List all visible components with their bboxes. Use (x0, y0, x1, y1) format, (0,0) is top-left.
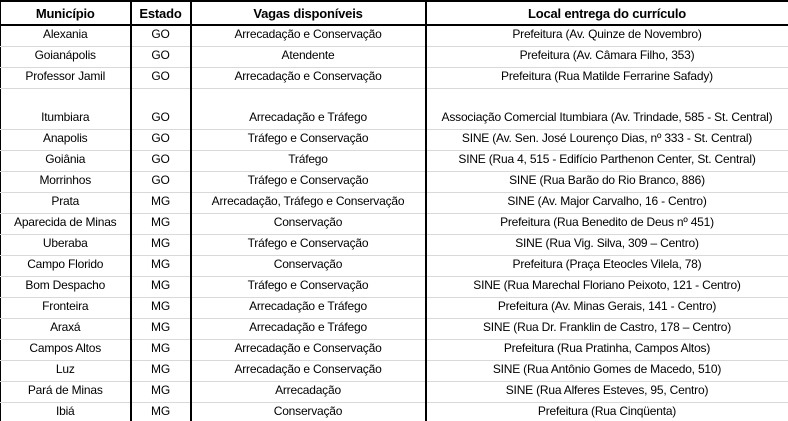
local-cell: Prefeitura (Av. Quinze de Novembro) (424, 25, 788, 47)
table-row: Goianápolis GO Atendente Prefeitura (Av. Câ… (0, 46, 788, 68)
local-cell: SINE (Rua Marechal Floriano Peixoto, 121… (424, 276, 788, 298)
local-cell: Prefeitura (Rua Cinqüenta) (424, 402, 788, 421)
table-row: Fronteira MG Arrecadação e Tráfego Prefeitu… (0, 297, 788, 319)
table-row: Anapolis GO Tráfego e Conservação SINE (Av.… (0, 129, 788, 151)
table-row: Morrinhos GO Tráfego e Conservação SINE (Ru… (0, 171, 788, 193)
estado-cell: GO (129, 171, 191, 193)
estado-cell: MG (129, 339, 191, 361)
estado-cell: MG (129, 402, 191, 421)
vagas-cell: Arrecadação e Conservação (189, 360, 426, 382)
column-header-municipio: Município (0, 0, 131, 26)
estado-cell: MG (129, 381, 191, 403)
table-row: Professor Jamil GO Arrecadação e Conservaç… (0, 67, 788, 89)
local-cell: SINE (Rua Barão do Rio Branco, 886) (424, 171, 788, 193)
table-row: Uberaba MG Tráfego e Conservação SINE (Rua … (0, 234, 788, 256)
estado-cell: MG (129, 234, 191, 256)
municipio-cell: Goiânia (0, 150, 131, 172)
vagas-cell: Conservação (189, 402, 426, 421)
municipio-cell: Alexania (0, 25, 131, 47)
vagas-cell: Tráfego e Conservação (189, 129, 426, 151)
vagas-cell: Tráfego e Conservação (189, 171, 426, 193)
vagas-cell: Arrecadação e Conservação (189, 25, 426, 47)
municipio-cell: Itumbiara (0, 88, 131, 130)
municipio-cell: Goianápolis (0, 46, 131, 68)
vagas-cell: Arrecadação e Tráfego (189, 318, 426, 340)
column-header-local: Local entrega do currículo (424, 0, 788, 26)
table-row: Campos Altos MG Arrecadação e Conservação P… (0, 339, 788, 361)
vagas-cell: Conservação (189, 255, 426, 277)
municipio-cell: Prata (0, 192, 131, 214)
local-cell: SINE (Av. Sen. José Lourenço Dias, nº 33… (424, 129, 788, 151)
header-row: Município Estado Vagas disponíveis Local… (0, 0, 788, 26)
municipio-cell: Aparecida de Minas (0, 213, 131, 235)
estado-cell: MG (129, 318, 191, 340)
vagas-cell: Arrecadação e Tráfego (189, 297, 426, 319)
local-cell: SINE (Rua Alferes Esteves, 95, Centro) (424, 381, 788, 403)
estado-cell: MG (129, 297, 191, 319)
estado-cell: GO (129, 150, 191, 172)
table-row: Itumbiara GO Arrecadação e Tráfego Associaç… (0, 88, 788, 130)
estado-cell: GO (129, 46, 191, 68)
municipio-cell: Bom Despacho (0, 276, 131, 298)
table-row: Prata MG Arrecadação, Tráfego e Conservaçã… (0, 192, 788, 214)
local-cell: Prefeitura (Rua Pratinha, Campos Altos) (424, 339, 788, 361)
estado-cell: MG (129, 192, 191, 214)
local-cell: SINE (Rua Vig. Silva, 309 – Centro) (424, 234, 788, 256)
table-row: Alexania GO Arrecadação e Conservação Prefe… (0, 25, 788, 47)
vagas-cell: Conservação (189, 213, 426, 235)
local-cell: Prefeitura (Av. Câmara Filho, 353) (424, 46, 788, 68)
local-cell: SINE (Av. Major Carvalho, 16 - Centro) (424, 192, 788, 214)
municipio-cell: Fronteira (0, 297, 131, 319)
vagas-cell: Arrecadação e Tráfego (189, 88, 426, 130)
municipio-cell: Anapolis (0, 129, 131, 151)
estado-cell: MG (129, 360, 191, 382)
municipio-cell: Campos Altos (0, 339, 131, 361)
municipio-cell: Morrinhos (0, 171, 131, 193)
local-cell: Prefeitura (Rua Benedito de Deus nº 451) (424, 213, 788, 235)
table-row: Campo Florido MG Conservação Prefeitura (Pr… (0, 255, 788, 277)
estado-cell: MG (129, 276, 191, 298)
local-cell: Prefeitura (Av. Minas Gerais, 141 - Cent… (424, 297, 788, 319)
vagas-cell: Arrecadação (189, 381, 426, 403)
municipio-cell: Uberaba (0, 234, 131, 256)
local-cell: SINE (Rua 4, 515 - Edifício Parthenon Ce… (424, 150, 788, 172)
vagas-cell: Arrecadação, Tráfego e Conservação (189, 192, 426, 214)
vagas-cell: Tráfego (189, 150, 426, 172)
local-cell: Associação Comercial Itumbiara (Av. Trin… (424, 88, 788, 130)
local-cell: SINE (Rua Dr. Franklin de Castro, 178 – … (424, 318, 788, 340)
table-row: Aparecida de Minas MG Conservação Prefeitur… (0, 213, 788, 235)
column-header-estado: Estado (129, 0, 191, 26)
local-cell: SINE (Rua Antônio Gomes de Macedo, 510) (424, 360, 788, 382)
vagas-cell: Atendente (189, 46, 426, 68)
estado-cell: GO (129, 129, 191, 151)
table-row: Goiânia GO Tráfego SINE (Rua 4, 515 - Edifí… (0, 150, 788, 172)
municipio-cell: Ibiá (0, 402, 131, 421)
estado-cell: MG (129, 255, 191, 277)
local-cell: Prefeitura (Praça Eteocles Vilela, 78) (424, 255, 788, 277)
table-body: Alexania GO Arrecadação e Conservação Prefe… (0, 25, 788, 421)
vagas-cell: Tráfego e Conservação (189, 234, 426, 256)
estado-cell: MG (129, 213, 191, 235)
municipio-cell: Campo Florido (0, 255, 131, 277)
estado-cell: GO (129, 88, 191, 130)
municipio-cell: Araxá (0, 318, 131, 340)
table-row: Luz MG Arrecadação e Conservação SINE (Rua … (0, 360, 788, 382)
estado-cell: GO (129, 25, 191, 47)
vagas-cell: Arrecadação e Conservação (189, 67, 426, 89)
local-cell: Prefeitura (Rua Matilde Ferrarine Safady… (424, 67, 788, 89)
table-row: Araxá MG Arrecadação e Tráfego SINE (Rua Dr… (0, 318, 788, 340)
vagas-cell: Tráfego e Conservação (189, 276, 426, 298)
column-header-vagas: Vagas disponíveis (189, 0, 426, 26)
estado-cell: GO (129, 67, 191, 89)
table-header: Município Estado Vagas disponíveis Local… (0, 0, 788, 26)
municipio-cell: Pará de Minas (0, 381, 131, 403)
table-row: Bom Despacho MG Tráfego e Conservação SINE … (0, 276, 788, 298)
table-row: Pará de Minas MG Arrecadação SINE (Rua Alfe… (0, 381, 788, 403)
vagas-cell: Arrecadação e Conservação (189, 339, 426, 361)
table-row: Ibiá MG Conservação Prefeitura (Rua Cinqüen… (0, 402, 788, 421)
municipio-cell: Professor Jamil (0, 67, 131, 89)
municipio-cell: Luz (0, 360, 131, 382)
